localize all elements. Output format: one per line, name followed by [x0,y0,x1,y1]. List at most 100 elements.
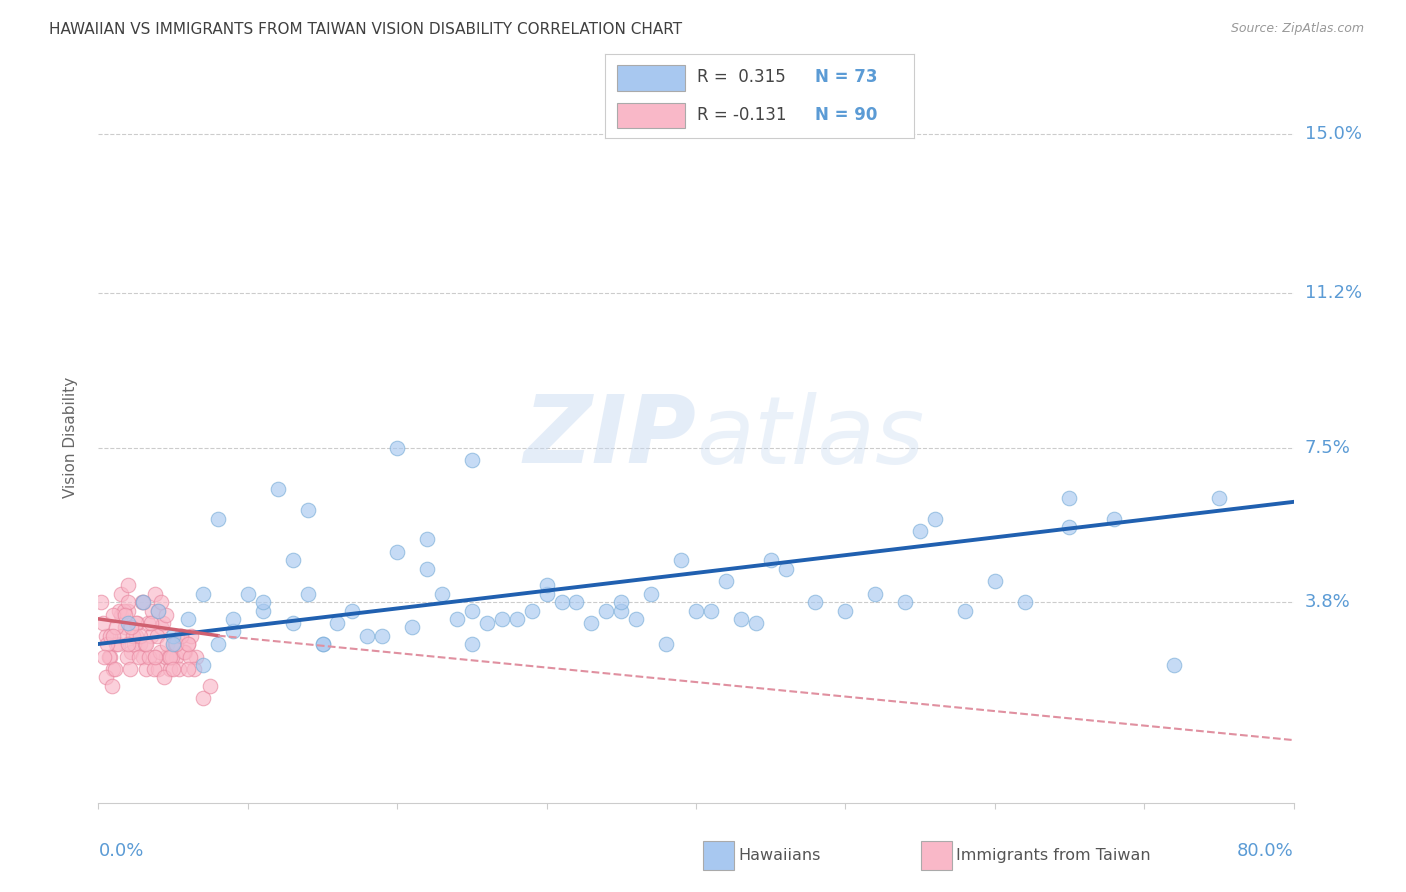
Point [162,662,184,676]
Point [90,595,112,609]
Point [169,629,191,643]
Point [281,553,304,567]
Point [669,553,692,567]
Text: 11.2%: 11.2% [1305,284,1362,301]
Point [165,637,187,651]
Point [101,679,124,693]
Point [105,620,128,634]
Point [139,616,162,631]
Point [984,574,1007,589]
Point [297,503,319,517]
Point [685,603,707,617]
Point [98,629,122,643]
Point [252,603,274,617]
Point [1208,491,1230,505]
Point [117,578,139,592]
Point [143,649,166,664]
Point [165,649,187,664]
Point [93,649,115,664]
Point [775,562,797,576]
Point [804,595,827,609]
Point [117,603,139,617]
Point [163,637,186,651]
Point [117,637,139,651]
Point [103,607,125,622]
Point [1059,491,1081,505]
Point [155,607,177,622]
Point [131,595,153,609]
Text: 7.5%: 7.5% [1305,439,1351,457]
Point [108,603,131,617]
Point [135,662,157,676]
Point [461,637,484,651]
Point [953,603,976,617]
Point [1104,511,1126,525]
Point [491,612,513,626]
Point [157,649,180,664]
Point [103,629,125,643]
Point [117,616,139,631]
Text: N = 73: N = 73 [815,69,877,87]
Point [252,595,274,609]
Text: R = -0.131: R = -0.131 [697,106,787,124]
Point [207,637,229,651]
Point [759,553,782,567]
Point [200,679,222,693]
Text: 0.0%: 0.0% [98,842,143,860]
Point [127,616,149,631]
Point [416,562,439,576]
Point [177,612,200,626]
Point [110,587,132,601]
Point [1163,657,1185,672]
Point [326,616,349,631]
Point [107,637,129,651]
FancyBboxPatch shape [617,103,685,128]
Point [714,574,737,589]
Point [169,629,191,643]
Point [610,595,633,609]
Text: 80.0%: 80.0% [1237,842,1294,860]
Point [148,662,170,676]
Point [91,616,114,631]
Point [342,603,364,617]
Point [222,624,245,639]
Point [536,578,558,592]
Point [207,511,229,525]
Point [94,670,117,684]
Point [141,603,163,617]
Point [1014,595,1036,609]
Point [924,511,946,525]
Point [565,595,588,609]
Text: Immigrants from Taiwan: Immigrants from Taiwan [956,848,1150,863]
Point [132,595,155,609]
Point [177,637,200,651]
Point [446,612,468,626]
Point [297,587,319,601]
FancyBboxPatch shape [617,65,685,91]
Point [177,637,200,651]
Point [103,662,125,676]
Point [222,612,245,626]
Point [385,545,409,559]
Point [174,645,197,659]
Point [834,603,856,617]
Point [610,603,633,617]
Point [311,637,333,651]
Point [134,637,156,651]
Point [155,649,177,664]
Point [139,629,162,643]
Text: R =  0.315: R = 0.315 [697,69,786,87]
Point [184,649,207,664]
Point [125,629,148,643]
Text: HAWAIIAN VS IMMIGRANTS FROM TAIWAN VISION DISABILITY CORRELATION CHART: HAWAIIAN VS IMMIGRANTS FROM TAIWAN VISIO… [49,22,682,37]
Point [111,629,134,643]
Point [96,637,118,651]
Point [267,483,290,497]
Point [150,595,173,609]
Point [114,620,136,634]
Point [160,649,183,664]
Point [655,637,678,651]
Text: N = 90: N = 90 [815,106,877,124]
Point [520,603,543,617]
Point [112,603,135,617]
